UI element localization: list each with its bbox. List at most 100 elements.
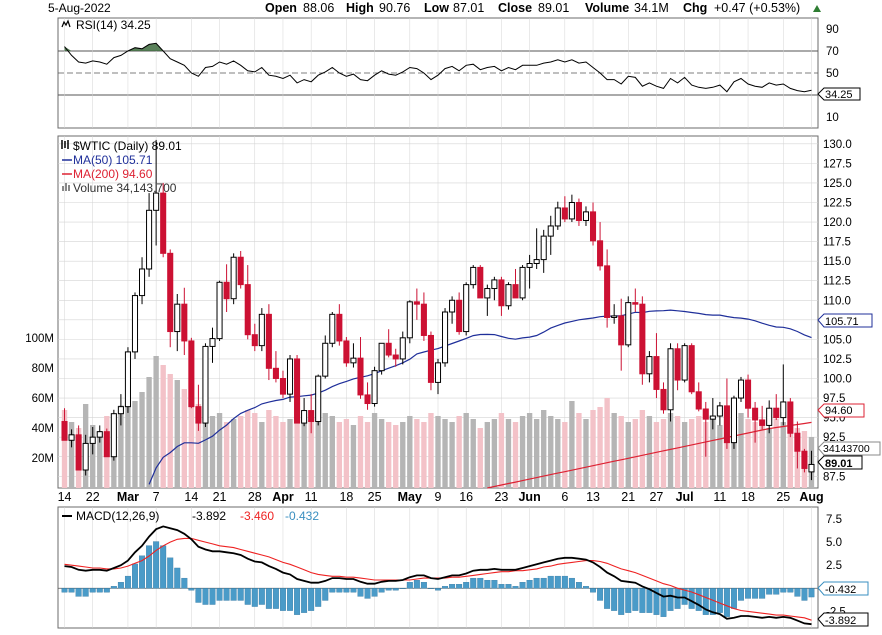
macd-histogram-bar	[519, 582, 526, 589]
macd-histogram-bar	[533, 577, 540, 589]
candle-up	[350, 357, 357, 364]
macd-histogram-bar	[202, 588, 209, 605]
ma50-label: MA(50) 105.71	[73, 153, 153, 167]
price-tick-label: 102.5	[823, 354, 852, 366]
macd-histogram-bar	[364, 588, 371, 599]
x-tick-label: Apr	[272, 490, 294, 504]
candle-down	[364, 394, 371, 405]
volume-bar	[308, 422, 314, 488]
volume-bar	[681, 422, 688, 488]
candle-up	[730, 397, 737, 444]
candle-up	[139, 268, 146, 297]
x-tick-label: Jun	[518, 490, 540, 504]
macd-histogram-bar	[322, 588, 329, 601]
macd-histogram-bar	[272, 588, 279, 609]
rsi-tick-label: 70	[826, 46, 839, 58]
macd-lines	[58, 525, 818, 626]
macd-histogram-bar	[498, 584, 505, 589]
volume-bar	[569, 401, 575, 488]
candle-down	[188, 340, 195, 408]
macd-hist-badge: -0.432	[817, 581, 869, 596]
volume-bar	[442, 419, 448, 488]
x-tick-label: 6	[561, 490, 568, 504]
macd-tick-label: 7.5	[826, 514, 842, 526]
volume-bar	[146, 377, 152, 488]
candle-up	[124, 351, 131, 408]
candle-up	[442, 311, 449, 364]
volume-bar	[252, 413, 258, 488]
candle-up	[716, 405, 723, 417]
volume-bar	[717, 425, 723, 488]
candle-up	[808, 463, 815, 473]
price-tick-label: 112.5	[823, 276, 851, 288]
x-tick-label: May	[398, 490, 422, 504]
macd-histogram-bar	[723, 588, 730, 617]
rsi-label: RSI(14) 34.25	[76, 18, 151, 32]
macd-histogram-bar	[132, 563, 138, 589]
macd-histogram-bar	[258, 588, 265, 605]
volume-bar	[590, 410, 596, 488]
volume-bar	[61, 410, 68, 488]
close-value: 89.01	[538, 1, 569, 15]
candle-down	[343, 340, 350, 364]
macd-histogram-bar	[251, 588, 258, 607]
candle-up	[399, 337, 406, 360]
macd-histogram-bar	[625, 588, 632, 613]
x-tick-label: 21	[213, 490, 227, 504]
price-tick-label: 92.5	[823, 432, 845, 444]
volume-icon	[62, 183, 70, 191]
x-tick-label: Aug	[799, 490, 823, 504]
volume-bar	[301, 413, 307, 488]
candle-down	[632, 302, 639, 305]
x-tick-label: 7	[153, 490, 160, 504]
macd-tick-label: 2.5	[826, 560, 842, 572]
candle-up	[540, 235, 547, 261]
volume-bar	[745, 419, 751, 488]
x-tick-label: 25	[776, 490, 790, 504]
candle-down	[75, 434, 82, 471]
candle-up	[89, 436, 96, 444]
candle-down	[103, 431, 110, 458]
volume-bars	[61, 356, 815, 488]
macd-histogram-bar	[392, 588, 399, 591]
volume-bar	[97, 431, 103, 488]
volume-bar	[181, 389, 187, 488]
macd-tick-label: 5.0	[826, 537, 842, 549]
volume-bar	[780, 422, 786, 488]
macd-histogram-bar	[117, 582, 124, 589]
close-badge-text: 89.01	[825, 458, 853, 470]
macd-line	[64, 525, 812, 626]
macd-histogram-bar	[794, 588, 801, 597]
x-tick-label: 27	[649, 490, 663, 504]
volume-bar	[90, 425, 96, 488]
open-value: 88.06	[303, 1, 334, 15]
volume-bar	[505, 419, 512, 488]
candle-down	[160, 192, 167, 254]
macd-histogram-bar	[745, 588, 752, 599]
macd-histogram-bar	[420, 582, 427, 589]
volume-bar	[238, 416, 244, 488]
low-value: 87.01	[453, 1, 484, 15]
volume-bar	[195, 404, 202, 488]
candle-up	[470, 266, 477, 286]
candle-down	[745, 379, 752, 409]
candle-down	[251, 334, 258, 347]
candle-down	[223, 281, 230, 300]
macd-histogram-bar	[568, 577, 575, 589]
price-tick-label: 127.5	[823, 158, 852, 170]
macd-histogram-bar	[449, 584, 456, 589]
volume-bar	[787, 416, 794, 488]
volume-bar	[632, 419, 638, 488]
ma50-badge-text: 105.71	[825, 316, 859, 328]
volume-bar	[660, 419, 667, 488]
x-tick-label: 11	[713, 490, 726, 504]
macd-histogram-bar	[427, 588, 434, 589]
x-tick-label: 18	[741, 490, 755, 504]
macd-histogram-bar	[639, 588, 646, 613]
candle-down	[392, 354, 399, 360]
rsi-tick-label: 50	[826, 68, 839, 80]
macd-histogram-bar	[188, 588, 195, 591]
macd-histogram-bar	[801, 588, 808, 601]
candle-down	[237, 256, 244, 286]
